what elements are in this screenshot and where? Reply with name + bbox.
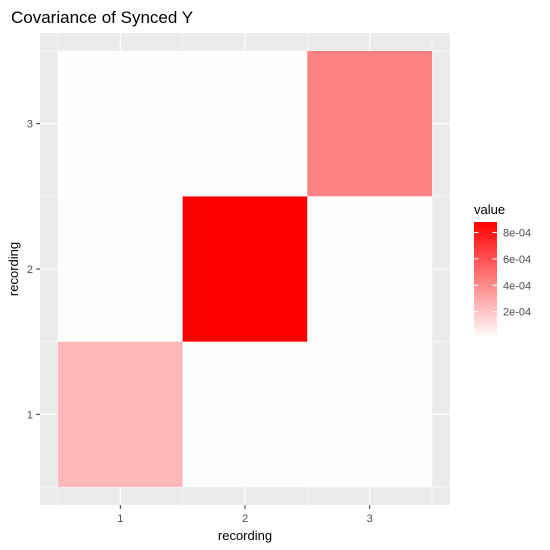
heatmap-cell-3-2 [307, 196, 432, 342]
y-tick-label: 3 [27, 119, 33, 131]
heatmap-cells [58, 51, 432, 487]
x-tick-label: 3 [367, 513, 373, 525]
legend: value 2e-04 4e-04 6e-04 8e-04 [474, 202, 531, 338]
y-axis-label: recording [6, 242, 21, 296]
x-axis-ticks: 1 2 3 [117, 505, 373, 525]
legend-tick-label: 4e-04 [503, 280, 531, 292]
y-tick-label: 2 [27, 264, 33, 276]
heatmap-cell-2-3 [182, 51, 308, 197]
heatmap-cell-1-1 [58, 341, 183, 487]
heatmap-cell-3-1 [307, 341, 432, 487]
heatmap-cell-3-3 [307, 51, 432, 197]
y-axis-ticks: 1 2 3 [27, 119, 40, 421]
heatmap-cell-1-2 [58, 196, 183, 342]
legend-colorbar [474, 222, 497, 338]
x-tick-label: 1 [117, 513, 123, 525]
legend-ticks: 2e-04 4e-04 6e-04 8e-04 [474, 228, 531, 319]
legend-tick-label: 6e-04 [503, 254, 531, 266]
x-axis-label: recording [218, 528, 272, 543]
heatmap-cell-2-2 [182, 196, 308, 342]
y-tick-label: 1 [27, 409, 33, 421]
legend-tick-label: 8e-04 [503, 228, 531, 240]
legend-tick-label: 2e-04 [503, 307, 531, 319]
chart-title: Covariance of Synced Y [11, 8, 193, 27]
legend-title: value [474, 202, 505, 217]
heatmap-cell-1-3 [58, 51, 183, 197]
x-tick-label: 2 [242, 513, 248, 525]
heatmap-cell-2-1 [182, 341, 308, 487]
